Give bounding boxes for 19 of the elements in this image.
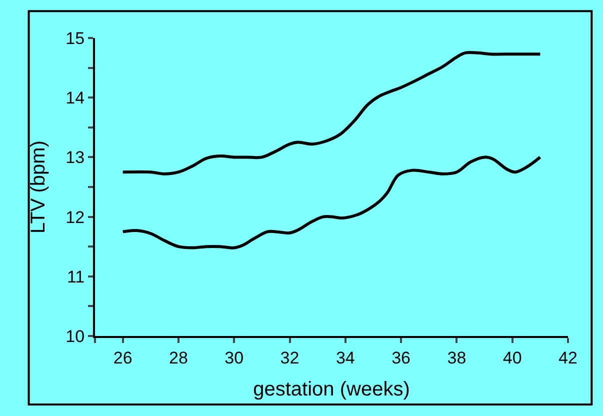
y-tick-label: 12 — [66, 208, 85, 227]
y-tick-label: 11 — [66, 267, 85, 286]
x-tick-label: 30 — [224, 348, 244, 368]
y-tick-label: 13 — [66, 148, 85, 168]
line-series — [121, 156, 542, 250]
x-tick-label: 40 — [502, 348, 522, 368]
x-tick-label: 36 — [392, 348, 411, 368]
y-tick-label: 10 — [66, 326, 85, 346]
line-series — [121, 50, 542, 176]
x-axis-title: gestation (weeks) — [253, 378, 410, 400]
x-tick-label: 26 — [113, 348, 132, 368]
y-tick-label: 14 — [66, 88, 85, 108]
x-tick-label: 32 — [280, 348, 300, 368]
x-tick-label: 38 — [447, 348, 466, 368]
x-tick-label: 42 — [558, 348, 578, 368]
y-tick-label: 15 — [66, 28, 85, 48]
x-tick-label: 34 — [336, 348, 355, 368]
x-tick-label: 28 — [169, 348, 188, 368]
y-axis-title: LTV (bpm) — [28, 140, 50, 234]
